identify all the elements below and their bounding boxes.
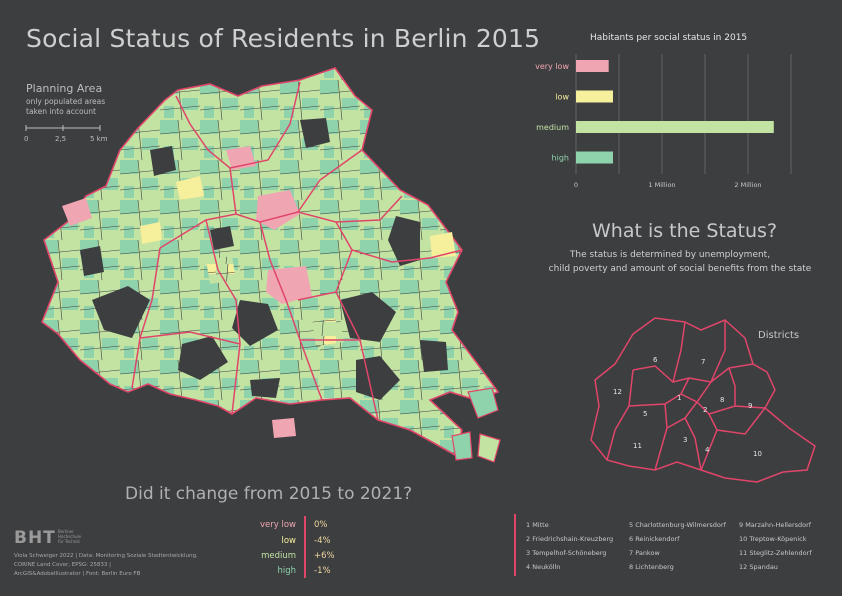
- bar-label-medium: medium: [536, 123, 569, 132]
- legend-district-6: 6 Reinickendorf: [629, 535, 680, 543]
- status-desc-1: The status is determined by unemployment…: [569, 250, 771, 260]
- change-label-medium: medium: [261, 551, 296, 561]
- district-num-3: 3: [683, 436, 687, 444]
- legend-district-7: 7 Pankow: [629, 549, 660, 557]
- bar-very-low: [576, 60, 609, 72]
- legend-divider: [514, 514, 516, 576]
- scale-bar: 0 2,5 5 km: [24, 125, 108, 143]
- chart-title: Habitants per social status in 2015: [590, 33, 748, 43]
- credit-line-2: CORINE Land Cover, EPSG: 25833 |: [14, 562, 111, 568]
- logo-mark: BHT: [14, 528, 56, 548]
- change-value-very-low: 0%: [314, 520, 328, 530]
- planning-area-note-2: taken into account: [26, 107, 96, 116]
- district-num-4: 4: [705, 446, 710, 454]
- scale-tick-1: 2,5: [55, 135, 66, 143]
- bar-medium: [576, 121, 774, 133]
- legend-district-11: 11 Steglitz-Zehlendorf: [739, 549, 812, 557]
- district-num-9: 9: [748, 402, 752, 410]
- districts-map: 1 2 3 4 5 6 7 8 9 10 11 12: [590, 317, 816, 483]
- districts-title: Districts: [758, 330, 800, 341]
- district-num-12: 12: [613, 388, 622, 396]
- change-label-low: low: [281, 536, 296, 546]
- scale-tick-2: 5 km: [90, 135, 108, 143]
- legend-district-10: 10 Treptow-Köpenick: [739, 535, 807, 543]
- district-num-10: 10: [753, 450, 762, 458]
- district-num-7: 7: [701, 358, 705, 366]
- bar-chart: very low low medium high 0 1 Million 2 Millio…: [535, 54, 792, 189]
- bht-logo: BHT Berliner Hochschule für Technik: [14, 528, 94, 550]
- district-num-2: 2: [703, 406, 707, 414]
- logo-sub-1: Berliner: [58, 529, 74, 534]
- credit-line-3: ArcGIS&AdobeIllustrator | Font: Berlin E…: [14, 571, 141, 577]
- legend-district-9: 9 Marzahn-Hellersdorf: [739, 521, 812, 529]
- legend-district-1: 1 Mitte: [526, 521, 549, 529]
- legend-district-3: 3 Tempelhof-Schöneberg: [526, 549, 607, 557]
- legend-district-5: 5 Charlottenburg-Wilmersdorf: [629, 521, 726, 529]
- credit-line-1: Viola Schweiger 2022 | Data: Monitoring …: [14, 553, 198, 559]
- district-num-11: 11: [633, 442, 642, 450]
- districts-outline: [590, 317, 816, 483]
- change-label-very-low: very low: [259, 520, 296, 530]
- change-value-low: -4%: [314, 536, 331, 546]
- legend-district-12: 12 Spandau: [739, 563, 778, 571]
- district-num-5: 5: [643, 410, 647, 418]
- bar-label-high: high: [552, 154, 569, 163]
- change-label-high: high: [277, 566, 296, 576]
- x-tick-1: 1 Million: [648, 181, 675, 189]
- bar-label-low: low: [555, 93, 569, 102]
- x-tick-2: 2 Million: [734, 181, 761, 189]
- bar-high: [576, 151, 613, 164]
- scale-tick-0: 0: [24, 135, 28, 143]
- status-desc-2: child poverty and amount of social benef…: [548, 264, 812, 274]
- planning-area-note-1: only populated areas: [26, 97, 106, 106]
- logo-sub-3: für Technik: [58, 539, 80, 544]
- x-tick-0: 0: [574, 181, 578, 189]
- change-value-medium: +6%: [314, 551, 335, 561]
- logo-sub-2: Hochschule: [58, 534, 82, 539]
- bar-low: [576, 90, 613, 103]
- map-title: Social Status of Residents in Berlin 201…: [26, 24, 541, 53]
- district-num-8: 8: [720, 396, 724, 404]
- district-num-1: 1: [677, 394, 681, 402]
- bar-label-very-low: very low: [535, 62, 569, 71]
- status-question: What is the Status?: [592, 220, 778, 242]
- legend-district-2: 2 Friedrichshain-Kreuzberg: [526, 535, 614, 543]
- planning-area-heading: Planning Area: [26, 82, 103, 95]
- change-divider: [304, 516, 306, 578]
- change-question: Did it change from 2015 to 2021?: [125, 484, 413, 504]
- legend-district-4: 4 Neukölln: [526, 563, 561, 571]
- district-num-6: 6: [653, 356, 658, 364]
- change-value-high: -1%: [314, 566, 331, 576]
- legend-district-8: 8 Lichtenberg: [629, 563, 674, 571]
